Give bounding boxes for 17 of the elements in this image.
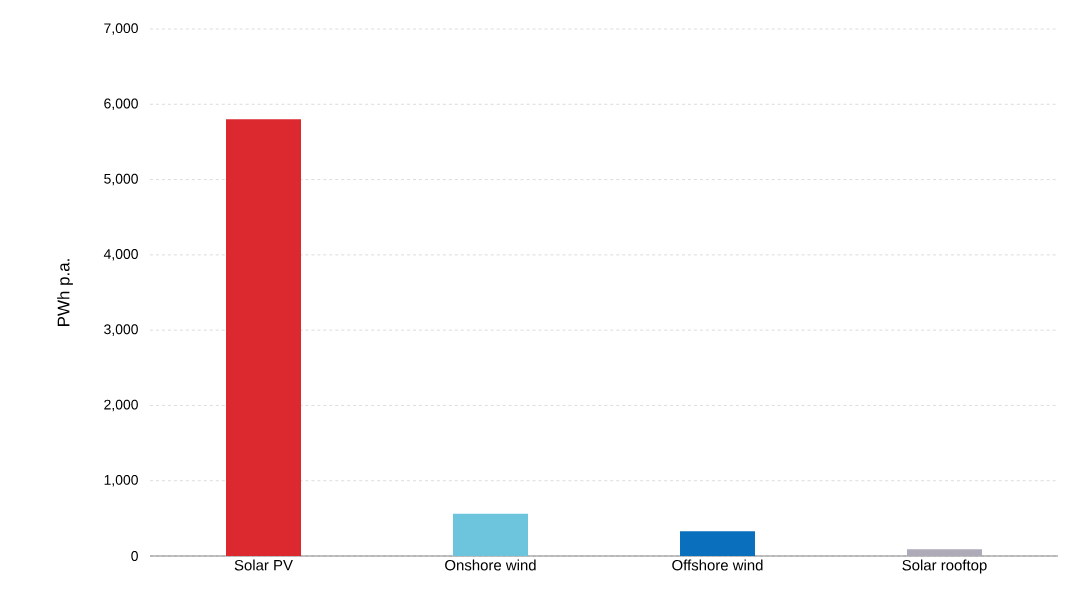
bar — [453, 513, 528, 556]
bar — [226, 119, 301, 556]
bar — [907, 549, 983, 556]
y-tick-label: 6,000 — [104, 98, 138, 111]
y-tick-label: 4,000 — [103, 249, 138, 261]
bar — [680, 531, 756, 556]
y-tick-label: 5,000 — [104, 173, 138, 186]
x-tick-label: Offshore wind — [672, 559, 763, 571]
y-tick-label: 3,000 — [104, 324, 138, 336]
y-tick-label: 0 — [131, 551, 138, 561]
x-tick-label: Solar PV — [234, 559, 293, 571]
y-tick-label: 2,000 — [104, 399, 138, 412]
x-tick-label: Onshore wind — [445, 559, 536, 571]
x-tick-label: Solar rooftop — [902, 559, 987, 574]
y-axis-title: PWh p.a. — [57, 259, 73, 326]
y-tick-label: 7,000 — [104, 23, 138, 35]
y-tick-label: 1,000 — [104, 474, 138, 487]
